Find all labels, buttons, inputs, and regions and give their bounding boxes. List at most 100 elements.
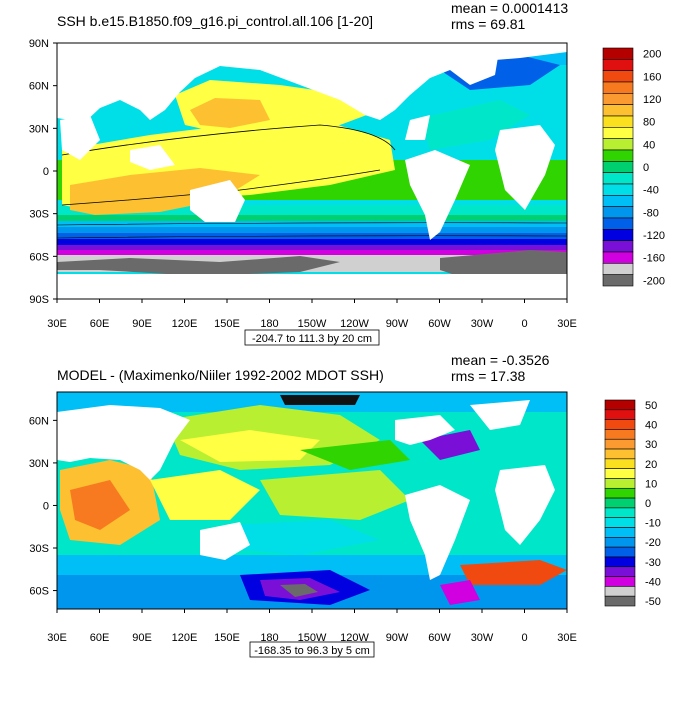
panel2-colorbar-swatch <box>604 546 636 558</box>
panel1-colorbar-swatch <box>602 93 634 105</box>
panel2-range-box <box>249 641 375 658</box>
panel2-colorbar-swatch <box>604 497 636 509</box>
panel1-colorbar-label: -40 <box>643 185 659 197</box>
panel2-colorbar-label: -10 <box>645 518 661 530</box>
panel2-y-tick-label: 60S <box>29 586 49 598</box>
panel1-x-tick-label: 30E <box>557 318 577 330</box>
panel1-colorbar-swatch <box>602 217 634 230</box>
panel1-title: SSH b.e15.B1850.f09_g16.pi_control.all.1… <box>57 13 373 29</box>
panel2-colorbar-label: 40 <box>645 420 657 432</box>
panel2-x-tick-label: 30E <box>557 632 577 644</box>
panel2-x-tick-label: 120E <box>172 632 198 644</box>
panel1-colorbar-swatch <box>602 138 634 151</box>
panel1-colorbar-swatch <box>602 274 634 287</box>
panel1-colorbar-swatch <box>602 251 634 264</box>
panel2-x-tick-label: 30W <box>471 632 494 644</box>
panel1-colorbar <box>602 47 634 287</box>
panel2-colorbar-swatch <box>604 507 636 519</box>
panel2-colorbar-label: 0 <box>645 498 651 510</box>
panel2-x-tick-label: 120W <box>340 632 369 644</box>
panel2-colorbar-swatch <box>604 556 636 568</box>
panel1-colorbar-swatch <box>602 206 634 219</box>
panel2-y-tick-label: 60N <box>29 415 49 427</box>
panel1-colorbar-label: 40 <box>643 139 655 151</box>
panel1-y-tick-label: 60N <box>29 81 49 93</box>
panel2-colorbar-labels: 50 40 30 20 10 0 -10 -20 -30 -40 -50 <box>645 400 661 608</box>
panel1-colorbar-swatch <box>602 70 634 83</box>
panel1-colorbar-labels: 200 160 120 80 40 0 -40 -80 -120 -160 -200 <box>643 49 665 288</box>
panel2-x-tick-label: 180 <box>260 632 278 644</box>
panel1-mean: mean = 0.0001413 <box>451 0 568 16</box>
panel2-colorbar <box>604 399 636 607</box>
panel1-x-tick-label: 180 <box>260 318 278 330</box>
panel1-colorbar-swatch <box>602 127 634 139</box>
panel1-colorbar-label: 200 <box>643 49 661 61</box>
panel1-y-tick-label: 90N <box>29 38 49 50</box>
panel1-colorbar-swatch <box>602 263 634 275</box>
panel2-rms: rms = 17.38 <box>451 368 526 384</box>
panel1-colorbar-label: 120 <box>643 94 661 106</box>
panel2-colorbar-swatch <box>604 448 636 460</box>
panel1-colorbar-swatch <box>602 161 634 173</box>
panel1-colorbar-swatch <box>602 149 634 162</box>
panel1-colorbar-swatch <box>602 59 634 71</box>
panel2-x-tick-label: 60E <box>90 632 110 644</box>
panel2-colorbar-swatch <box>604 438 636 450</box>
panel1-colorbar-label: -120 <box>643 230 665 242</box>
panel2-colorbar-swatch <box>604 595 636 607</box>
panel-diff: MODEL - (Maximenko/Niiler 1992-2002 MDOT… <box>29 352 661 658</box>
panel1-y-tick-label: 60S <box>29 251 49 263</box>
panel2-x-axis: 30E 60E 90E 120E 150E 180 150W 120W 90W 60W 30W 0 30… <box>47 609 577 644</box>
panel1-colorbar-label: 80 <box>643 117 655 129</box>
panel2-x-tick-label: 60W <box>428 632 451 644</box>
panel2-colorbar-label: -30 <box>645 557 661 569</box>
panel2-colorbar-swatch <box>604 487 636 499</box>
panel2-colorbar-swatch <box>604 537 636 548</box>
panel1-colorbar-swatch <box>602 172 634 185</box>
panel2-colorbar-swatch <box>604 586 636 597</box>
panel2-colorbar-swatch <box>604 468 636 479</box>
panel2-colorbar-label: -50 <box>645 596 661 608</box>
panel2-colorbar-label: -40 <box>645 576 661 588</box>
panel1-colorbar-swatch <box>602 229 634 241</box>
panel1-x-tick-label: 90W <box>386 318 409 330</box>
panel2-colorbar-label: -20 <box>645 537 661 549</box>
panel1-colorbar-swatch <box>602 104 634 117</box>
panel2-colorbar-swatch <box>604 458 636 469</box>
panel2-y-tick-label: 30S <box>29 543 49 555</box>
panel2-y-tick-label: 0 <box>43 500 49 512</box>
panel2-colorbar-swatch <box>604 566 636 577</box>
panel2-map <box>57 392 567 609</box>
panel1-y-tick-label: 30S <box>29 209 49 221</box>
panel1-x-tick-label: 60W <box>428 318 451 330</box>
panel1-colorbar-label: -200 <box>643 275 665 287</box>
panel1-x-tick-label: 90E <box>132 318 152 330</box>
panel2-colorbar-swatch <box>604 429 636 440</box>
panel1-colorbar-label: 160 <box>643 71 661 83</box>
panel1-colorbar-label: -80 <box>643 207 659 219</box>
panel1-colorbar-swatch <box>602 195 634 207</box>
panel1-colorbar-swatch <box>602 115 634 128</box>
panel2-colorbar-swatch <box>604 517 636 528</box>
panel2-x-tick-label: 90W <box>386 632 409 644</box>
panel1-y-tick-label: 30N <box>29 123 49 135</box>
panel2-colorbar-swatch <box>604 419 636 430</box>
panel2-x-tick-label: 30E <box>47 632 67 644</box>
panel1-range-note: -204.7 to 111.3 by 20 cm <box>252 333 372 345</box>
panel1-rms: rms = 69.81 <box>451 16 526 32</box>
panel1-x-tick-label: 0 <box>521 318 527 330</box>
panel2-range-note: -168.35 to 96.3 by 5 cm <box>254 645 370 657</box>
panel1-y-tick-label: 0 <box>43 166 49 178</box>
panel2-colorbar-label: 50 <box>645 400 657 412</box>
panel2-colorbar-swatch <box>604 576 636 587</box>
panel2-title: MODEL - (Maximenko/Niiler 1992-2002 MDOT… <box>57 367 384 383</box>
panel1-map <box>57 43 567 299</box>
panel2-x-tick-label: 0 <box>521 632 527 644</box>
panel1-x-tick-label: 30W <box>471 318 494 330</box>
panel1-x-tick-label: 120E <box>172 318 198 330</box>
panel2-y-axis: 60N 30N 0 30S 60S <box>29 415 57 598</box>
panel1-x-tick-label: 150E <box>214 318 240 330</box>
panel-ssh: SSH b.e15.B1850.f09_g16.pi_control.all.1… <box>29 0 665 346</box>
panel1-colorbar-label: 0 <box>643 162 649 174</box>
